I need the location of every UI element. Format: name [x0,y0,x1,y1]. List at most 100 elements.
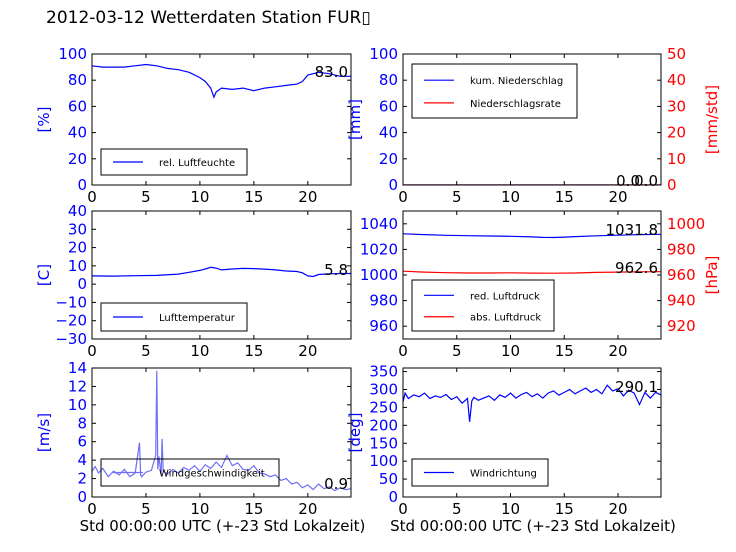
x-tick-label-windspeed-4: 20 [298,500,317,518]
x-tick-label-windspeed-3: 15 [244,500,263,518]
y2-tick-label-pressure-1: 940 [667,292,696,310]
legend-label-pressure-1: abs. Luftdruck [470,313,541,324]
x-axis-label-winddirection: Std 00:00:00 UTC (+-23 Std Lokalzeit) [390,517,676,535]
y-axis-label-precipitation: [mm] [346,99,364,140]
y-tick-label-windspeed-5: 10 [68,396,87,414]
y-tick-label-windspeed-3: 6 [77,433,87,451]
y-axis-label-windspeed: [m/s] [35,413,53,452]
y-tick-label-humidity-0: 0 [77,176,87,194]
legend-label-precipitation-0: kum. Niederschlag [470,76,563,87]
series-line-pressure-0 [403,233,661,239]
x-tick-label-precipitation-1: 5 [452,188,462,206]
y-tick-label-winddirection-4: 200 [369,416,398,434]
current-value-winddirection: 290.1 [615,378,658,396]
y-tick-label-humidity-5: 100 [58,45,87,63]
series-line-winddirection-0 [403,384,661,422]
panel-pressure: 0 5 10 15 20 960 980 1000 1020 1040 920 940 960 980 10… [360,210,721,360]
plot-frame-precipitation [402,53,662,186]
legend-label-humidity-0: rel. Luftfeuchte [159,158,235,169]
x-tick-label-temperature-2: 10 [190,342,209,360]
y-axis-label-winddirection: [deg] [346,413,364,453]
y2-tick-label-precipitation-3: 30 [667,97,686,115]
panel-precipitation: 0 5 10 15 20 0 20 40 60 80 100 0 10 20 30 40 50 [mm] [mm/s… [346,45,721,206]
x-tick-label-pressure-3: 15 [555,342,574,360]
panel-temperature: 0 5 10 15 20−30−20−10010203040[C]Lufttempera… [35,202,352,360]
y-tick-label-winddirection-7: 350 [369,363,398,381]
x-tick-label-pressure-2: 10 [501,342,520,360]
y-tick-label-winddirection-1: 50 [379,470,398,488]
figure-title: 2012-03-12 Wetterdaten Station FUR▯ [46,8,371,28]
y2-tick-label-precipitation-5: 50 [667,45,686,63]
y2-tick-label-pressure-2: 960 [667,266,696,284]
y-tick-label-precipitation-3: 60 [379,97,398,115]
x-tick-label-pressure-4: 20 [608,342,627,360]
x-tick-label-humidity-4: 20 [298,188,317,206]
current-value-precipitation: 0.0 [634,172,658,190]
y-tick-label-pressure-3: 1020 [360,240,398,258]
current-value-pressure: 1031.8 [606,221,659,239]
x-tick-label-temperature-3: 15 [244,342,263,360]
plot-frame-temperature [91,210,352,340]
plot-frame-windspeed [91,367,352,498]
x-tick-label-precipitation-3: 15 [555,188,574,206]
y-tick-label-temperature-3: 0 [77,275,87,293]
y-tick-label-winddirection-0: 0 [388,488,398,506]
x-tick-label-temperature-4: 20 [298,342,317,360]
x-axis-label-windspeed: Std 00:00:00 UTC (+-23 Std Lokalzeit) [80,517,366,535]
x-tick-label-windspeed-1: 5 [141,500,151,518]
y-tick-label-humidity-2: 40 [68,124,87,142]
panel-humidity: 0 5 10 15 20 0 20 40 60 80 100 [%] rel. Luftfeuchte 8… [35,45,352,206]
y-tick-label-temperature-5: 20 [68,239,87,257]
x-tick-label-winddirection-1: 5 [452,500,462,518]
x-tick-label-winddirection-4: 20 [608,500,627,518]
y2-tick-label-precipitation-0: 0 [667,176,677,194]
y-tick-label-windspeed-6: 12 [68,377,87,395]
series-line-windspeed-0 [92,370,351,492]
x-tick-label-precipitation-4: 20 [608,188,627,206]
y2-tick-label-precipitation-4: 40 [667,71,686,89]
legend-box-winddirection [411,458,549,487]
plot-frame-humidity [91,53,352,186]
x-tick-label-winddirection-3: 15 [555,500,574,518]
legend-label-precipitation-1: Niederschlagsrate [470,99,561,110]
x-tick-label-temperature-0: 0 [87,342,97,360]
y-tick-label-humidity-1: 20 [68,150,87,168]
x-tick-label-precipitation-2: 10 [501,188,520,206]
y2-tick-label-pressure-3: 980 [667,240,696,258]
y-tick-label-windspeed-1: 2 [77,470,87,488]
legend-box-windspeed [100,458,280,487]
x-tick-label-windspeed-0: 0 [87,500,97,518]
series-line-temperature-0 [92,266,351,278]
x-tick-label-humidity-3: 15 [244,188,263,206]
y-tick-label-temperature-7: 40 [68,202,87,220]
y-tick-label-winddirection-3: 150 [369,434,398,452]
x-tick-label-temperature-1: 5 [141,342,151,360]
y-tick-label-temperature-1: −20 [55,312,87,330]
y-tick-label-temperature-6: 30 [68,220,87,238]
y-tick-label-winddirection-2: 100 [369,452,398,470]
legend-label-pressure-0: red. Luftdruck [470,291,540,302]
legend-box-humidity [100,148,248,176]
y-tick-label-winddirection-5: 250 [369,398,398,416]
x-tick-label-pressure-1: 5 [452,342,462,360]
x-tick-label-windspeed-2: 10 [190,500,209,518]
current-value-windspeed: 0.9 [324,475,348,493]
y-tick-label-humidity-4: 80 [68,71,87,89]
y-tick-label-precipitation-5: 100 [369,45,398,63]
y-tick-label-pressure-4: 1040 [360,215,398,233]
y-tick-label-humidity-3: 60 [68,97,87,115]
x-tick-label-winddirection-2: 10 [501,500,520,518]
legend-box-precipitation [411,63,578,119]
y-tick-label-pressure-1: 980 [369,292,398,310]
x-tick-label-humidity-0: 0 [87,188,97,206]
y-tick-label-precipitation-0: 0 [388,176,398,194]
y-tick-label-temperature-2: −10 [55,293,87,311]
legend-box-pressure [411,279,555,332]
y-tick-label-windspeed-0: 0 [77,488,87,506]
y-tick-label-precipitation-4: 80 [379,71,398,89]
plot-frame-winddirection [402,367,662,498]
y2-axis-label-pressure: [hPa] [703,256,721,295]
